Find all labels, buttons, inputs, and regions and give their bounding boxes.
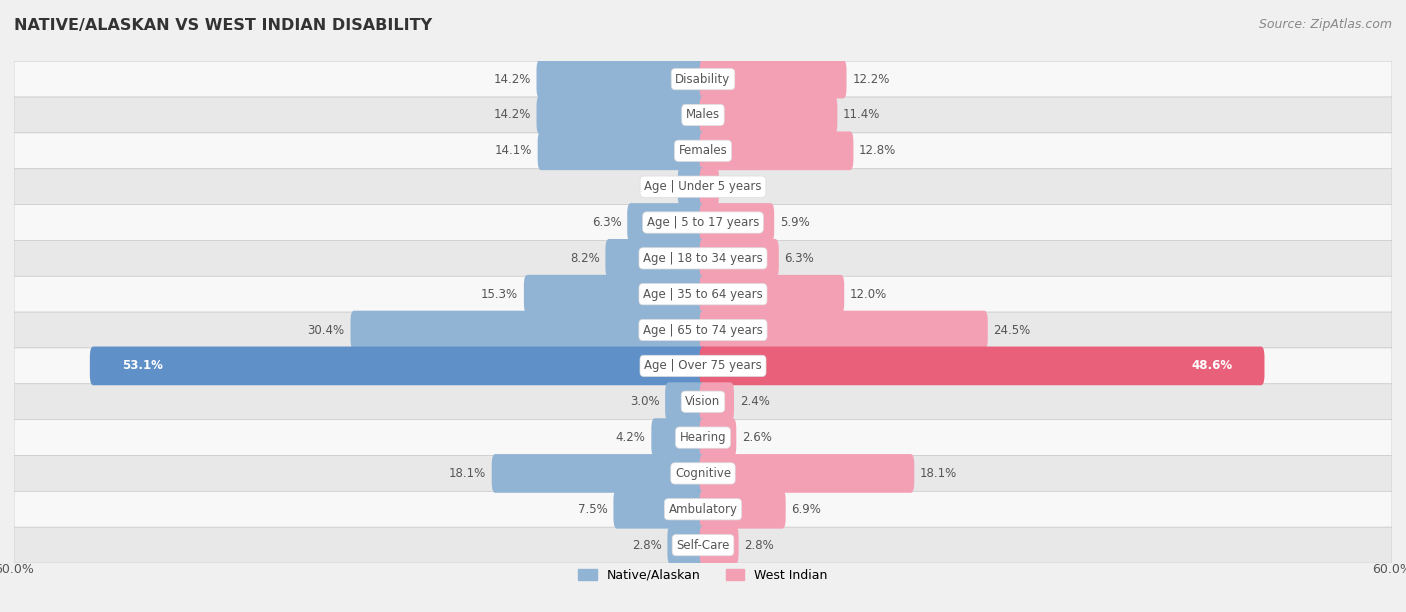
Text: 14.2%: 14.2% [494,108,531,121]
FancyBboxPatch shape [524,275,706,313]
Text: 3.0%: 3.0% [630,395,659,408]
Text: Age | 5 to 17 years: Age | 5 to 17 years [647,216,759,229]
FancyBboxPatch shape [492,454,706,493]
FancyBboxPatch shape [700,60,846,99]
FancyBboxPatch shape [14,169,1392,204]
FancyBboxPatch shape [700,454,914,493]
FancyBboxPatch shape [700,490,786,529]
FancyBboxPatch shape [537,95,706,134]
Legend: Native/Alaskan, West Indian: Native/Alaskan, West Indian [574,564,832,587]
Text: 4.2%: 4.2% [616,431,645,444]
FancyBboxPatch shape [700,132,853,170]
Text: 1.1%: 1.1% [725,180,755,193]
FancyBboxPatch shape [627,203,706,242]
FancyBboxPatch shape [678,167,706,206]
Text: 6.3%: 6.3% [785,252,814,265]
FancyBboxPatch shape [700,95,838,134]
FancyBboxPatch shape [14,491,1392,527]
FancyBboxPatch shape [14,61,1392,97]
FancyBboxPatch shape [700,382,734,421]
Text: Males: Males [686,108,720,121]
Text: 11.4%: 11.4% [844,108,880,121]
FancyBboxPatch shape [14,276,1392,312]
Text: 2.4%: 2.4% [740,395,769,408]
FancyBboxPatch shape [665,382,706,421]
FancyBboxPatch shape [14,97,1392,133]
Text: 18.1%: 18.1% [920,467,957,480]
Text: 6.9%: 6.9% [792,503,821,516]
FancyBboxPatch shape [14,455,1392,491]
Text: 7.5%: 7.5% [578,503,607,516]
Text: Age | Over 75 years: Age | Over 75 years [644,359,762,372]
Text: 2.8%: 2.8% [744,539,775,551]
FancyBboxPatch shape [90,346,706,385]
Text: 24.5%: 24.5% [994,324,1031,337]
Text: 30.4%: 30.4% [308,324,344,337]
FancyBboxPatch shape [651,418,706,457]
FancyBboxPatch shape [537,60,706,99]
FancyBboxPatch shape [606,239,706,278]
Text: 14.1%: 14.1% [495,144,531,157]
Text: Self-Care: Self-Care [676,539,730,551]
Text: NATIVE/ALASKAN VS WEST INDIAN DISABILITY: NATIVE/ALASKAN VS WEST INDIAN DISABILITY [14,18,432,34]
Text: Age | 35 to 64 years: Age | 35 to 64 years [643,288,763,300]
FancyBboxPatch shape [700,275,844,313]
FancyBboxPatch shape [14,133,1392,169]
Text: 12.0%: 12.0% [851,288,887,300]
Text: 5.9%: 5.9% [780,216,810,229]
FancyBboxPatch shape [14,348,1392,384]
Text: 12.8%: 12.8% [859,144,897,157]
Text: Source: ZipAtlas.com: Source: ZipAtlas.com [1258,18,1392,31]
FancyBboxPatch shape [668,526,706,564]
FancyBboxPatch shape [613,490,706,529]
Text: 14.2%: 14.2% [494,73,531,86]
Text: 12.2%: 12.2% [852,73,890,86]
Text: 60.0%: 60.0% [0,563,34,576]
FancyBboxPatch shape [700,203,775,242]
Text: Age | Under 5 years: Age | Under 5 years [644,180,762,193]
Text: Vision: Vision [685,395,721,408]
Text: 15.3%: 15.3% [481,288,519,300]
Text: 2.8%: 2.8% [631,539,662,551]
FancyBboxPatch shape [700,167,718,206]
FancyBboxPatch shape [537,132,706,170]
FancyBboxPatch shape [700,239,779,278]
FancyBboxPatch shape [14,420,1392,455]
Text: 18.1%: 18.1% [449,467,486,480]
FancyBboxPatch shape [14,204,1392,241]
FancyBboxPatch shape [700,526,738,564]
FancyBboxPatch shape [14,527,1392,563]
Text: Ambulatory: Ambulatory [668,503,738,516]
Text: 53.1%: 53.1% [122,359,163,372]
Text: Cognitive: Cognitive [675,467,731,480]
FancyBboxPatch shape [14,241,1392,276]
FancyBboxPatch shape [350,311,706,349]
Text: Females: Females [679,144,727,157]
Text: Age | 18 to 34 years: Age | 18 to 34 years [643,252,763,265]
Text: 2.6%: 2.6% [742,431,772,444]
Text: 6.3%: 6.3% [592,216,621,229]
Text: Hearing: Hearing [679,431,727,444]
FancyBboxPatch shape [700,346,1264,385]
Text: 8.2%: 8.2% [569,252,599,265]
FancyBboxPatch shape [700,311,988,349]
FancyBboxPatch shape [700,418,737,457]
Text: Age | 65 to 74 years: Age | 65 to 74 years [643,324,763,337]
Text: 48.6%: 48.6% [1191,359,1232,372]
Text: 60.0%: 60.0% [1372,563,1406,576]
FancyBboxPatch shape [14,384,1392,420]
Text: 1.9%: 1.9% [643,180,672,193]
FancyBboxPatch shape [14,312,1392,348]
Text: Disability: Disability [675,73,731,86]
